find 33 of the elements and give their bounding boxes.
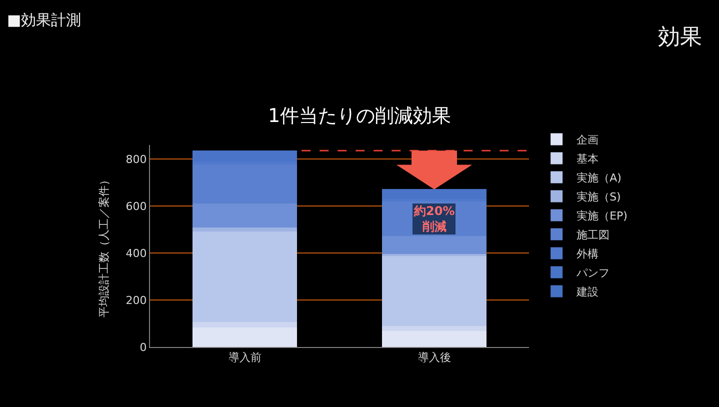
chart-title: 1件当たりの削減効果 — [268, 105, 452, 128]
legend-label: 実施（A) — [576, 172, 622, 185]
bar — [382, 255, 486, 326]
legend-label: 施工図 — [576, 228, 610, 242]
annotation: 約20% 削減 — [413, 204, 455, 234]
legend-label: 実施（EP) — [576, 210, 628, 223]
y-tick-label: 0 — [140, 340, 147, 354]
legend-label: 外構 — [576, 248, 599, 261]
legend-label: 企画 — [576, 134, 599, 147]
bar — [192, 204, 297, 228]
bar — [192, 231, 297, 322]
x-tick-label: 導入前 — [228, 351, 262, 364]
bar — [382, 236, 486, 254]
bar — [192, 164, 297, 204]
legend-label: 建設 — [576, 286, 599, 299]
bar — [192, 150, 297, 162]
y-tick-label: 200 — [126, 294, 147, 307]
y-tick-label: 600 — [126, 200, 147, 213]
bar — [192, 322, 297, 328]
legend-label: パンフ — [576, 266, 610, 280]
y-axis-title: 平均設計工数（人工／案件） — [97, 174, 110, 318]
bar — [192, 328, 297, 347]
y-tick-label: 400 — [126, 246, 147, 260]
y-tick-label: 800 — [126, 152, 147, 166]
text: 効果 — [658, 25, 702, 50]
bar — [382, 326, 486, 331]
bar — [382, 189, 486, 199]
legend-label: 基本 — [576, 152, 599, 166]
text: ■効果計測 — [7, 11, 82, 29]
bar — [382, 330, 486, 347]
legend-label: 実施（S) — [576, 190, 621, 204]
bar — [192, 228, 297, 232]
x-tick-label: 導入後 — [418, 351, 451, 364]
